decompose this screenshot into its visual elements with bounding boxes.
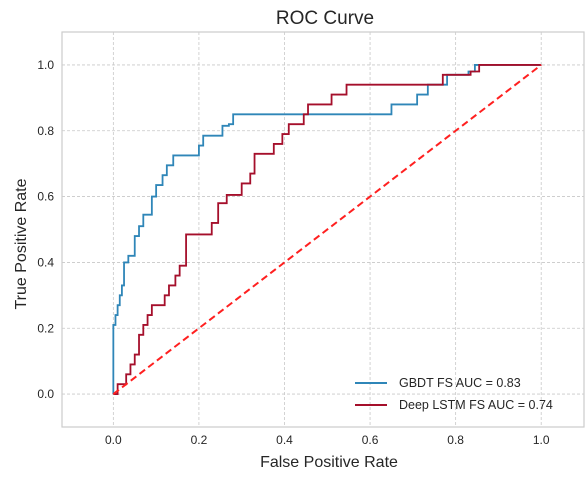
x-tick-label: 1.0 <box>533 433 550 447</box>
x-tick-label: 0.0 <box>105 433 122 447</box>
x-tick-label: 0.2 <box>191 433 208 447</box>
series-line-1 <box>112 64 542 395</box>
y-tick-label: 1.0 <box>37 58 54 72</box>
x-tick-label: 0.8 <box>447 433 464 447</box>
legend: GBDT FS AUC = 0.83 Deep LSTM FS AUC = 0.7… <box>355 376 553 412</box>
series-line-2 <box>113 64 542 395</box>
x-tick-label: 0.6 <box>362 433 379 447</box>
y-axis-label: True Positive Rate <box>13 178 30 309</box>
y-tick-label: 0.0 <box>37 387 54 401</box>
x-tick-label: 0.4 <box>276 433 293 447</box>
y-tick-label: 0.4 <box>37 255 54 269</box>
chart-title: ROC Curve <box>276 8 374 29</box>
legend-entry-label: Deep LSTM FS AUC = 0.74 <box>399 398 553 412</box>
legend-entry-label: GBDT FS AUC = 0.83 <box>399 376 521 390</box>
y-tick-label: 0.8 <box>37 124 54 138</box>
x-axis-label: False Positive Rate <box>260 454 398 471</box>
plot-frame <box>61 31 585 428</box>
plot-area: 0.0 0.2 0.4 0.6 0.8 1.0 0.0 0.2 0.4 0.6 0.8 1.0 <box>37 31 585 447</box>
chance-diagonal-line <box>112 64 542 395</box>
y-tick-label: 0.2 <box>37 321 54 335</box>
y-tick-label: 0.6 <box>37 190 54 204</box>
